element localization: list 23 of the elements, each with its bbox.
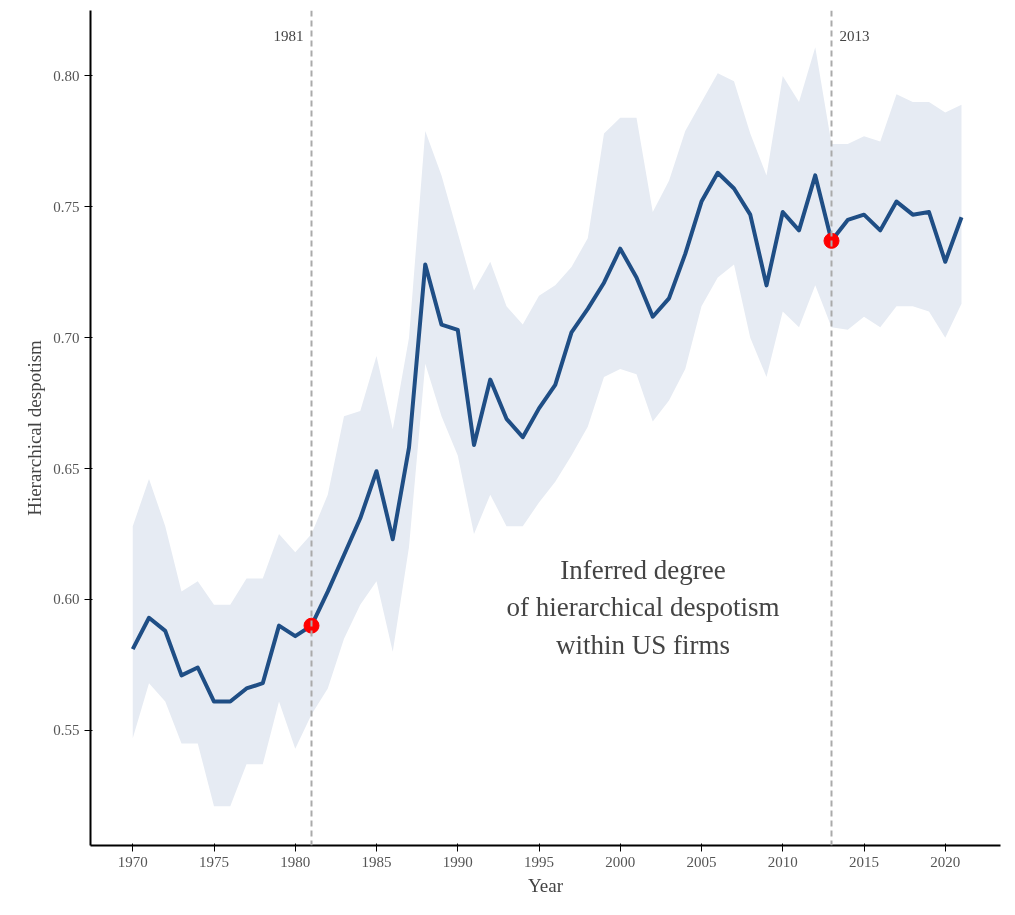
x-tick-label: 1975	[199, 853, 229, 870]
x-tick-label: 2015	[849, 853, 879, 870]
y-tick-label: 0.70	[53, 329, 80, 346]
x-tick-label: 2020	[930, 853, 961, 870]
y-tick-label: 0.60	[53, 591, 80, 608]
x-axis-title: Year	[527, 874, 564, 896]
x-tick-label: 1985	[361, 853, 392, 870]
x-tick-label: 1980	[280, 853, 311, 870]
ref-line-label: 2013	[839, 27, 870, 44]
x-tick-label: 2005	[686, 853, 717, 870]
x-tick-label: 2000	[605, 853, 636, 870]
y-tick-label: 0.55	[53, 722, 80, 739]
line-series	[130, 170, 964, 704]
y-tick-label: 0.65	[53, 460, 80, 477]
y-axis-title: Hierarchical despotism	[24, 339, 46, 516]
x-tick-label: 2010	[767, 853, 798, 870]
ref-line-label: 1981	[273, 27, 304, 44]
x-tick-label: 1995	[524, 853, 554, 870]
x-tick-label: 1970	[117, 853, 148, 870]
x-tick-label: 1990	[442, 853, 473, 870]
y-tick-label: 0.75	[53, 198, 80, 215]
annotation: Inferred degree of hierarchical despotism within US firms	[506, 554, 780, 660]
y-tick-label: 0.80	[53, 67, 80, 84]
